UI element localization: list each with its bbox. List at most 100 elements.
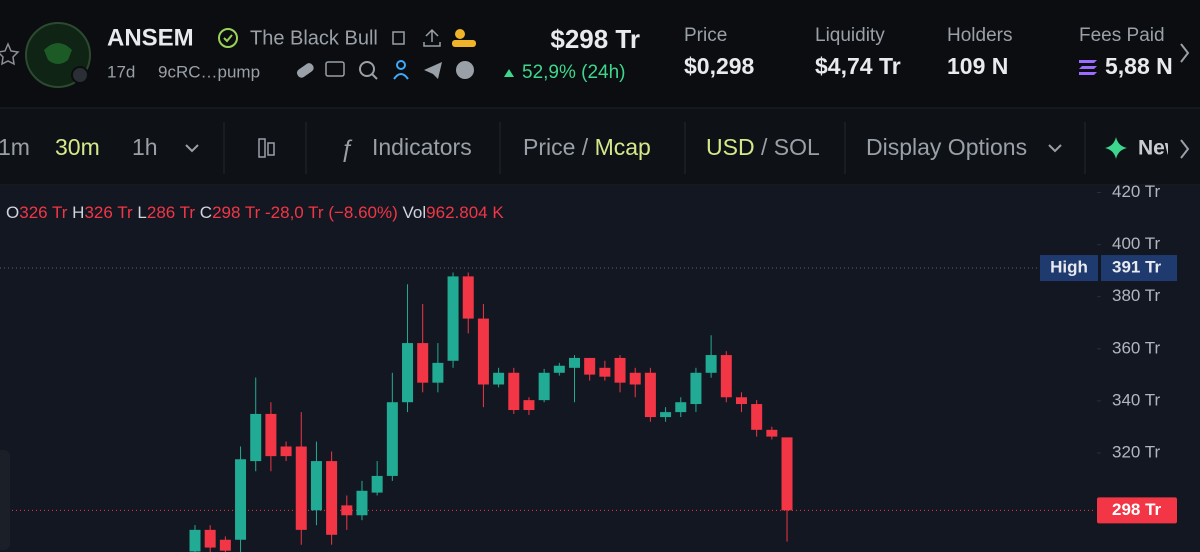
legend-key: O (6, 203, 19, 222)
high-price: 391 Tr (1112, 258, 1162, 277)
dev-icon[interactable] (455, 29, 465, 39)
verified-check (223, 34, 233, 43)
price-mcap[interactable]: Price / Mcap (523, 134, 651, 160)
change-arrow (504, 69, 514, 77)
candle-body (705, 355, 717, 373)
last-price-bg (1097, 497, 1177, 524)
y-tick-label: 380 Tr (1112, 286, 1161, 305)
scroll-right[interactable] (1180, 43, 1190, 63)
header-bg (0, 0, 1200, 108)
stat-value: 109 N (947, 53, 1008, 79)
slash: / (755, 134, 774, 160)
sol-icon (1079, 60, 1097, 75)
candle-body (341, 505, 353, 516)
candle-body (690, 372, 702, 405)
candle-body (204, 529, 216, 548)
legend-vol-key: Vol (403, 203, 427, 222)
interval[interactable]: 1m (0, 134, 30, 160)
copy-icon[interactable] (392, 31, 405, 45)
candle-body (660, 412, 672, 418)
web-icon[interactable] (456, 61, 474, 79)
currency[interactable]: USD / SOL (706, 134, 820, 160)
token-name: The Black Bull (250, 27, 378, 49)
candle-body (477, 318, 489, 385)
candle-body (569, 357, 580, 368)
candle-body (356, 490, 368, 516)
candle-body (447, 276, 459, 361)
change: 52,9% (24h) (522, 62, 626, 83)
y-tick-label: 320 Tr (1112, 442, 1161, 461)
pill-icon[interactable] (295, 62, 315, 80)
candle-body (735, 397, 747, 405)
mcap-toggle[interactable]: Mcap (595, 134, 651, 160)
candle-body (493, 372, 505, 385)
candle-body (508, 372, 520, 411)
stats: Price $0,298 Liquidity $4,74 Tr Holders 109 N… (684, 25, 1173, 79)
token-address[interactable]: 9cRC…pump (158, 62, 260, 81)
verified-icon (218, 28, 238, 48)
telegram-icon[interactable] (424, 62, 442, 79)
interval-menu[interactable] (185, 144, 199, 153)
price-toggle[interactable]: Price (523, 134, 575, 160)
legend-value: 286 Tr (147, 203, 196, 222)
candle-type-icon[interactable] (258, 138, 266, 158)
candle-body (462, 276, 474, 319)
sol-toggle[interactable]: SOL (774, 134, 820, 160)
candle-body (432, 362, 444, 383)
usd-toggle[interactable]: USD (706, 134, 755, 160)
new-icon (1105, 137, 1127, 159)
legend-key: C (200, 203, 212, 222)
avatar-bull (44, 43, 72, 64)
candle-body (720, 355, 732, 398)
candle-body (310, 461, 322, 511)
search-icon[interactable] (359, 61, 375, 77)
legend-vol: 962.804 K (426, 203, 504, 222)
candle-body (371, 475, 383, 493)
plot (0, 267, 1096, 552)
candle-body (402, 343, 414, 403)
comment-icon[interactable] (325, 61, 345, 77)
toolbar-scroll[interactable] (1180, 139, 1190, 159)
candle-body (189, 529, 201, 552)
share-icon[interactable] (423, 28, 441, 47)
candle-type-icon-2 (267, 142, 275, 156)
stat-label: Price (684, 25, 727, 46)
token-age: 17d (107, 62, 135, 81)
interval[interactable]: 30m (55, 134, 100, 160)
indicators[interactable]: Indicators (372, 134, 472, 160)
stat-value: $0,298 (684, 53, 755, 79)
user-body (393, 73, 409, 80)
candle-body (538, 372, 550, 401)
price-axis: 420 Tr 400 Tr 380 Tr 360 Tr 340 Tr 320 Tr High… (1040, 182, 1177, 524)
candle-body (235, 459, 247, 540)
candle-body (766, 429, 778, 437)
candle-body (417, 343, 429, 383)
interval[interactable]: 1h (132, 134, 158, 160)
toolbar-fade (1168, 128, 1200, 168)
candle-body (219, 539, 231, 551)
display-options[interactable]: Display Options (866, 134, 1027, 160)
user-icon[interactable] (396, 60, 406, 70)
fx-icon[interactable]: ƒ (340, 135, 353, 162)
candle-body (751, 404, 763, 430)
legend-change: -28,0 Tr (−8.60%) (265, 203, 398, 222)
stat-label: Liquidity (815, 25, 885, 46)
toolbar-bg (0, 109, 1200, 185)
candle-body (295, 446, 307, 530)
candle-body (553, 365, 565, 373)
side-handle[interactable] (0, 450, 10, 550)
candle-body (265, 413, 277, 457)
search-handle (371, 73, 378, 80)
candle-body (386, 402, 398, 476)
candle-body (523, 400, 535, 411)
stat-value: $4,74 Tr (815, 53, 901, 79)
star-icon[interactable] (0, 42, 20, 66)
candle-body (629, 372, 641, 385)
high-label-bg (1040, 255, 1098, 282)
display-menu (1048, 144, 1062, 153)
high-label: High (1050, 258, 1088, 277)
market-cap: $298 Tr (550, 24, 640, 54)
candle-body (584, 357, 596, 375)
